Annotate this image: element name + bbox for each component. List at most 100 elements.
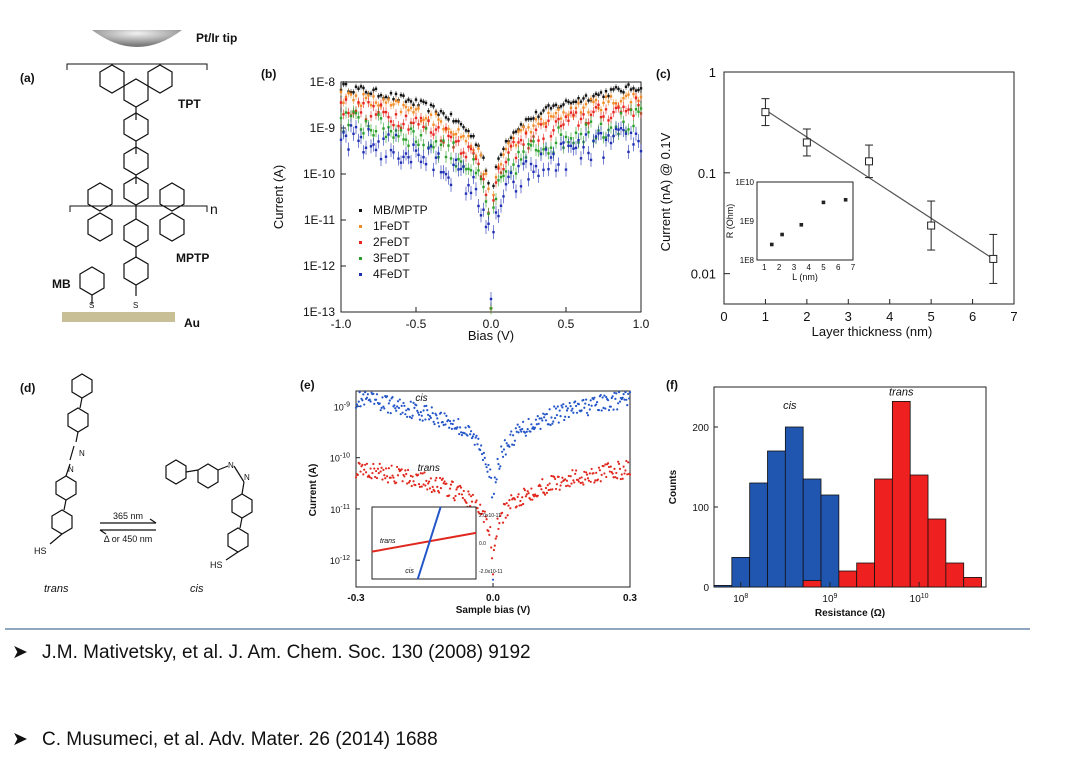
data-point (556, 405, 559, 408)
data-point (454, 494, 457, 498)
data-point (387, 402, 390, 405)
data-point (579, 157, 583, 160)
data-point (627, 150, 630, 154)
data-point (463, 498, 466, 501)
y-tick-label: 1E-11 (304, 213, 335, 227)
data-point (537, 174, 540, 178)
data-point (464, 192, 468, 195)
data-point (617, 391, 621, 394)
data-point (615, 392, 618, 395)
data-point (617, 462, 621, 465)
data-point (572, 479, 575, 482)
data-point (574, 131, 578, 134)
data-point (452, 133, 455, 136)
data-point (366, 393, 369, 396)
data-point (428, 415, 432, 418)
data-point (457, 157, 460, 161)
data-point (367, 94, 370, 97)
data-point (359, 128, 363, 131)
data-point (543, 413, 547, 416)
data-point (542, 148, 545, 151)
data-point (569, 144, 573, 148)
data-point (527, 117, 530, 121)
data-point (524, 495, 527, 498)
data-point (436, 417, 439, 420)
data-point (587, 479, 590, 482)
hs-label: HS (34, 546, 47, 556)
x-tick-label: 0.3 (623, 593, 637, 604)
data-point (599, 393, 602, 397)
data-point (574, 111, 578, 114)
data-point (551, 422, 554, 425)
data-point (462, 125, 465, 129)
data-point (516, 423, 519, 426)
data-point (620, 473, 623, 476)
data-point (565, 409, 569, 412)
data-point (423, 404, 426, 408)
data-point (532, 426, 535, 429)
data-point (519, 428, 522, 431)
data-point (629, 101, 633, 104)
data-point (499, 465, 502, 468)
data-point (386, 411, 390, 414)
data-point (599, 115, 603, 119)
data-point (437, 113, 440, 117)
data-point (571, 407, 574, 410)
data-point (527, 417, 530, 421)
data-point (514, 144, 518, 147)
data-point (419, 99, 423, 102)
data-point (517, 431, 520, 434)
legend-label: 1FeDT (373, 219, 410, 233)
data-point (524, 160, 528, 163)
data-point (469, 147, 473, 151)
data-point (402, 94, 405, 97)
data-point (347, 111, 350, 115)
data-point (429, 145, 433, 148)
data-point (468, 493, 471, 496)
data-point (404, 413, 407, 416)
y-tick-label: 1E-10 (303, 167, 335, 181)
data-point (422, 155, 425, 159)
data-point (492, 492, 496, 495)
data-point (607, 119, 610, 122)
data-point (453, 499, 456, 502)
histogram-bar (909, 474, 929, 588)
data-point (413, 406, 416, 410)
data-point (572, 411, 575, 414)
data-point (554, 417, 557, 420)
data-point (444, 423, 447, 426)
data-point (394, 92, 398, 96)
data-point (609, 88, 613, 91)
data-point (487, 181, 490, 185)
x-tick-label: -1.0 (331, 317, 352, 331)
data-point (509, 507, 512, 510)
data-point (571, 469, 574, 472)
data-point (626, 404, 629, 407)
data-point (599, 122, 603, 126)
data-point (469, 495, 473, 498)
data-point (509, 136, 513, 139)
data-point (344, 98, 348, 101)
data-point (417, 153, 420, 157)
data-point (552, 152, 555, 156)
data-point (379, 117, 383, 120)
data-point (545, 412, 548, 416)
data-point (507, 158, 510, 161)
data-point (629, 108, 633, 112)
data-point (637, 88, 640, 92)
data-point (377, 104, 380, 107)
data-point (380, 466, 383, 469)
histogram-bar (749, 482, 768, 588)
data-point (584, 123, 588, 126)
data-point (557, 475, 560, 478)
data-point (494, 481, 497, 484)
inset-series-label: trans (380, 538, 396, 545)
data-point (481, 458, 485, 462)
x-tick-label: 2 (803, 309, 810, 324)
data-point (562, 111, 565, 114)
data-point (354, 476, 358, 479)
data-point (484, 172, 488, 175)
data-point (474, 501, 477, 504)
data-point (419, 472, 422, 475)
histogram-bar (963, 576, 982, 588)
